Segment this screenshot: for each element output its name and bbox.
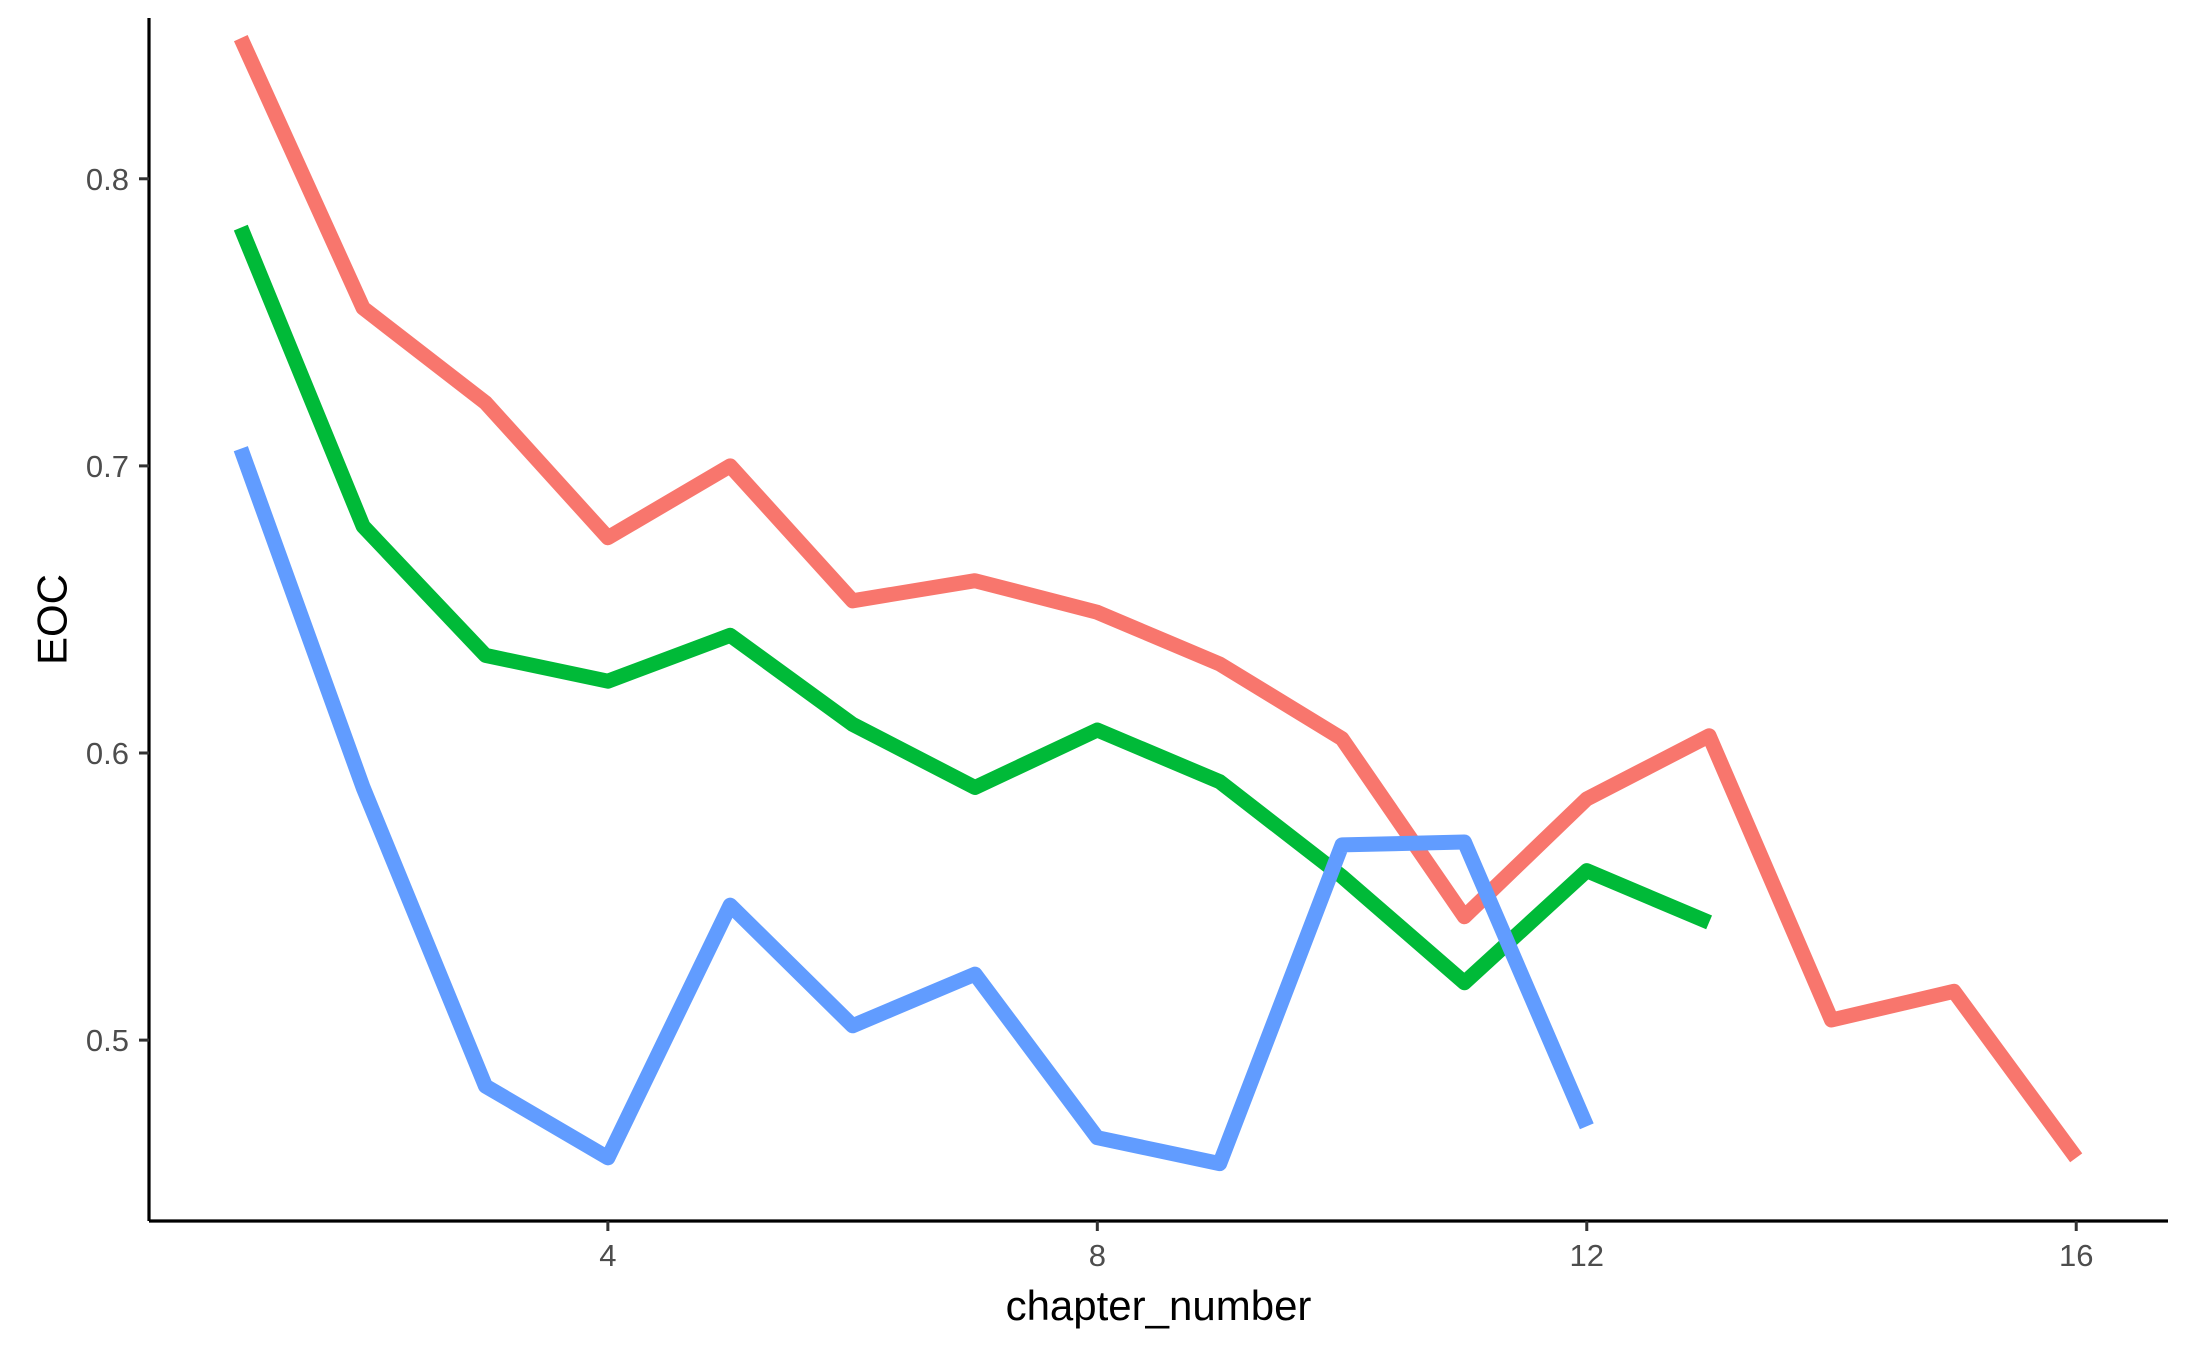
x-tick-label: 16 (2059, 1238, 2093, 1273)
y-tick-label: 0.5 (86, 1023, 129, 1058)
y-tick-label: 0.6 (86, 736, 129, 771)
y-tick-label: 0.7 (86, 449, 129, 484)
y-axis-title: EOC (29, 574, 76, 665)
x-tick-label: 4 (599, 1238, 616, 1273)
series-group (233, 35, 2083, 1172)
series-line-1 (233, 35, 2083, 1163)
x-axis-title: chapter_number (1006, 1282, 1312, 1329)
series-line-2 (233, 224, 1713, 991)
axes-group: 4 8 12 16 0.5 0.6 0.7 0.8 (86, 18, 2168, 1273)
series-line-3 (233, 446, 1594, 1172)
y-tick-label: 0.8 (86, 162, 129, 197)
x-tick-label: 12 (1570, 1238, 1604, 1273)
x-tick-label: 8 (1089, 1238, 1106, 1273)
